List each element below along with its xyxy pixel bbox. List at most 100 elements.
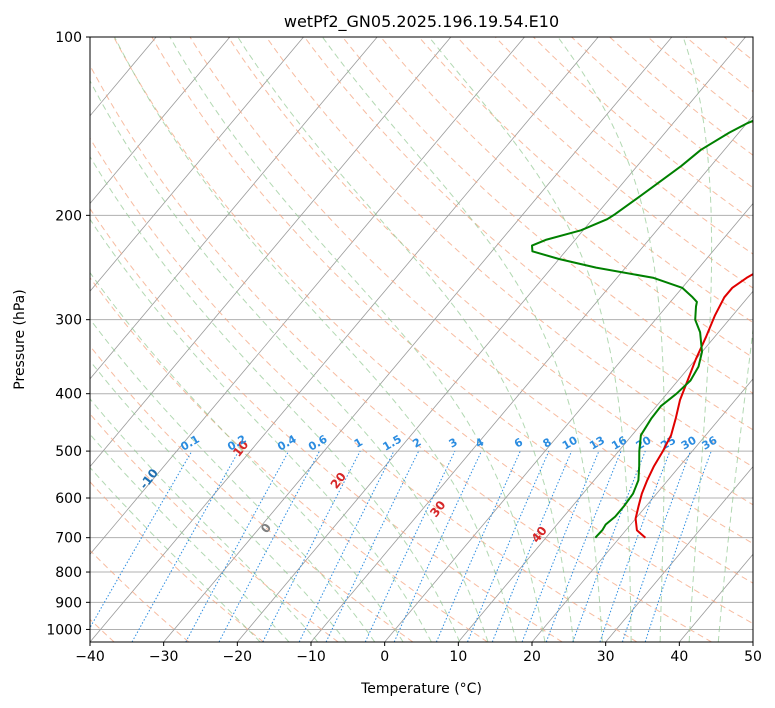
mixing-ratio-label: 16 (609, 433, 629, 452)
dry-adiabat-line (189, 37, 753, 545)
mixing-ratio-label: 0.6 (306, 432, 330, 453)
dry-adiabat-label: -20 (31, 417, 55, 443)
moist-adiabat-line (90, 155, 461, 642)
dry-adiabat-line (533, 37, 753, 222)
isotherm-line (90, 37, 525, 555)
y-tick-label: 800 (55, 565, 82, 581)
mixing-ratio-line (218, 450, 320, 642)
mixing-ratio-line (185, 450, 290, 642)
x-tick-label: 30 (597, 649, 615, 665)
moist-adiabats (90, 37, 753, 642)
mixing-ratio-line (262, 450, 361, 642)
dewpoint-profile-line (531, 119, 753, 539)
moist-adiabat-line (90, 398, 319, 642)
mixing-ratio-label: 6 (512, 435, 525, 450)
moist-adiabat-line (428, 37, 632, 642)
y-tick-label: 900 (55, 595, 82, 611)
mixing-ratio-lines (90, 450, 712, 642)
dry-adiabat-line (113, 37, 753, 625)
y-axis-label: Pressure (hPa) (12, 289, 28, 389)
isotherm-line (163, 37, 673, 642)
y-tick-label: 500 (55, 444, 82, 460)
dry-adiabat-line (571, 37, 753, 189)
x-tick-label: 10 (449, 649, 467, 665)
dry-adiabat-line (723, 37, 753, 61)
y-tick-label: 400 (55, 387, 82, 403)
mixing-ratio-label: 4 (473, 435, 486, 450)
dry-adiabat-line (494, 37, 753, 255)
y-tick-label: 200 (55, 208, 82, 224)
isotherm-line (384, 202, 753, 642)
moist-adiabat-line (90, 360, 347, 642)
mixing-ratio-label: 1.5 (380, 433, 403, 454)
dry-adiabat-line (90, 549, 190, 642)
moist-adiabat-line (114, 37, 517, 642)
dry-adiabat-label: 0 (258, 521, 274, 536)
y-tick-label: 100 (55, 30, 82, 46)
mixing-ratio-line (435, 450, 521, 642)
dry-adiabat-label: 40 (529, 524, 550, 546)
mixing-ratio-label: 2 (410, 436, 423, 451)
mixing-ratio-line (644, 450, 712, 642)
dry-adiabat-line (151, 37, 753, 584)
mixing-ratio-label: 1 (352, 436, 365, 451)
pressure-grid (90, 37, 753, 630)
dry-adiabat-label: 20 (328, 470, 349, 492)
dry-adiabat-line (90, 137, 638, 642)
x-axis-ticks: −40 −30 −20 −10 0 10 20 30 40 50 (75, 642, 762, 665)
isotherm-line (458, 290, 753, 642)
dry-adiabat-line (609, 37, 753, 156)
mixing-ratio-line (325, 450, 420, 642)
dry-adiabat-line (90, 413, 339, 642)
x-tick-label: 0 (380, 649, 389, 665)
x-tick-label: 40 (670, 649, 688, 665)
dry-adiabat-line (762, 37, 775, 642)
mixing-ratio-label: 25 (658, 434, 678, 453)
plot-area: -100-90-80-70-60-50-40-30-20-10010203040… (0, 37, 775, 642)
moist-adiabat-line (237, 37, 575, 642)
isotherm-line (90, 37, 231, 205)
isotherm-lines (0, 37, 753, 642)
mixing-ratio-line (621, 450, 691, 642)
moist-adiabat-line (90, 79, 489, 642)
plot-frame (89, 36, 754, 643)
isotherm-line (531, 378, 753, 642)
moist-adiabat-line (717, 325, 753, 642)
moist-adiabat-line (90, 318, 376, 642)
mixing-ratio-line (572, 450, 646, 642)
x-tick-label: −10 (296, 649, 326, 665)
mixing-ratio-line (521, 450, 600, 642)
mixing-ratio-label: 0.1 (178, 433, 201, 454)
sounding-series (531, 119, 753, 539)
isotherm-line (90, 37, 378, 380)
dry-adiabat-line (304, 37, 753, 431)
y-tick-label: 700 (55, 531, 82, 547)
dry-adiabat-line (90, 64, 712, 642)
moist-adiabat-line (90, 433, 290, 642)
isotherm-line (0, 37, 9, 642)
mixing-ratio-line (364, 450, 456, 642)
y-tick-label: 300 (55, 313, 82, 329)
x-tick-label: −30 (149, 649, 179, 665)
isotherm-line (752, 641, 753, 642)
moist-adiabat-line (682, 37, 713, 642)
mixing-ratio-line (298, 450, 395, 642)
isotherm-line (605, 465, 753, 642)
dry-adiabat-line (265, 37, 753, 468)
mixing-ratio-label: 30 (679, 433, 699, 452)
mixing-ratio-line (467, 450, 550, 642)
mixing-ratio-label: 0.4 (275, 432, 299, 453)
mixing-ratio-line (491, 450, 573, 642)
dry-adiabat-line (380, 37, 753, 359)
dry-adiabat-line (90, 276, 488, 642)
mixing-ratio-line (599, 450, 671, 642)
dry-adiabat-line (90, 481, 264, 642)
y-tick-label: 600 (55, 491, 82, 507)
mixing-ratio-line (545, 450, 622, 642)
isotherm-line (90, 37, 452, 468)
moist-adiabat-line (557, 37, 665, 642)
mixing-ratio-label: 3 (447, 436, 460, 451)
x-axis-label: Temperature (°C) (360, 681, 482, 697)
